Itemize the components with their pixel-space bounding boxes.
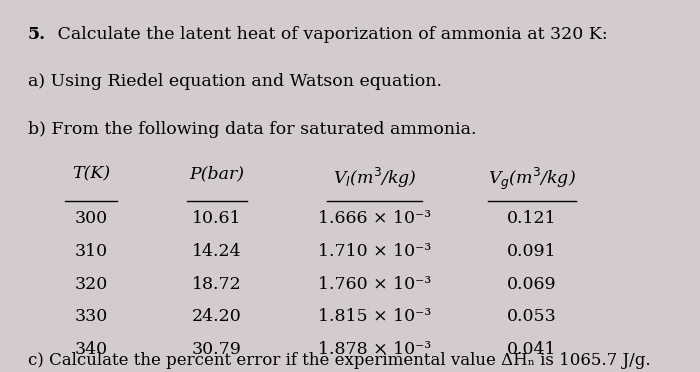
Text: Calculate the latent heat of vaporization of ammonia at 320 K:: Calculate the latent heat of vaporizatio… [52,26,608,43]
Text: V$_\mathit{g}$(m$^3$/kg): V$_\mathit{g}$(m$^3$/kg) [488,166,576,192]
Text: 10.61: 10.61 [193,210,242,227]
Text: 1.760 × 10⁻³: 1.760 × 10⁻³ [318,276,431,293]
Text: 1.878 × 10⁻³: 1.878 × 10⁻³ [318,341,431,358]
Text: 14.24: 14.24 [193,243,242,260]
Text: 1.815 × 10⁻³: 1.815 × 10⁻³ [318,308,431,326]
Text: 0.121: 0.121 [508,210,556,227]
Text: c) Calculate the percent error if the experimental value ΔHₙ is 1065.7 J/g.: c) Calculate the percent error if the ex… [28,352,650,369]
Text: 30.79: 30.79 [192,341,242,358]
Text: 5.: 5. [28,26,46,43]
Text: 320: 320 [74,276,108,293]
Text: 300: 300 [74,210,108,227]
Text: 0.053: 0.053 [507,308,557,326]
Text: V$_\mathit{l}$(m$^3$/kg): V$_\mathit{l}$(m$^3$/kg) [332,166,416,190]
Text: 0.041: 0.041 [508,341,556,358]
Text: b) From the following data for saturated ammonia.: b) From the following data for saturated… [28,121,477,138]
Text: 330: 330 [74,308,108,326]
Text: 0.091: 0.091 [508,243,556,260]
Text: T(K): T(K) [72,166,110,183]
Text: 18.72: 18.72 [192,276,242,293]
Text: 310: 310 [74,243,108,260]
Text: P(bar): P(bar) [190,166,244,183]
Text: 340: 340 [74,341,108,358]
Text: 24.20: 24.20 [192,308,242,326]
Text: a) Using Riedel equation and Watson equation.: a) Using Riedel equation and Watson equa… [28,73,442,90]
Text: 1.666 × 10⁻³: 1.666 × 10⁻³ [318,210,431,227]
Text: 0.069: 0.069 [508,276,556,293]
Text: 1.710 × 10⁻³: 1.710 × 10⁻³ [318,243,431,260]
